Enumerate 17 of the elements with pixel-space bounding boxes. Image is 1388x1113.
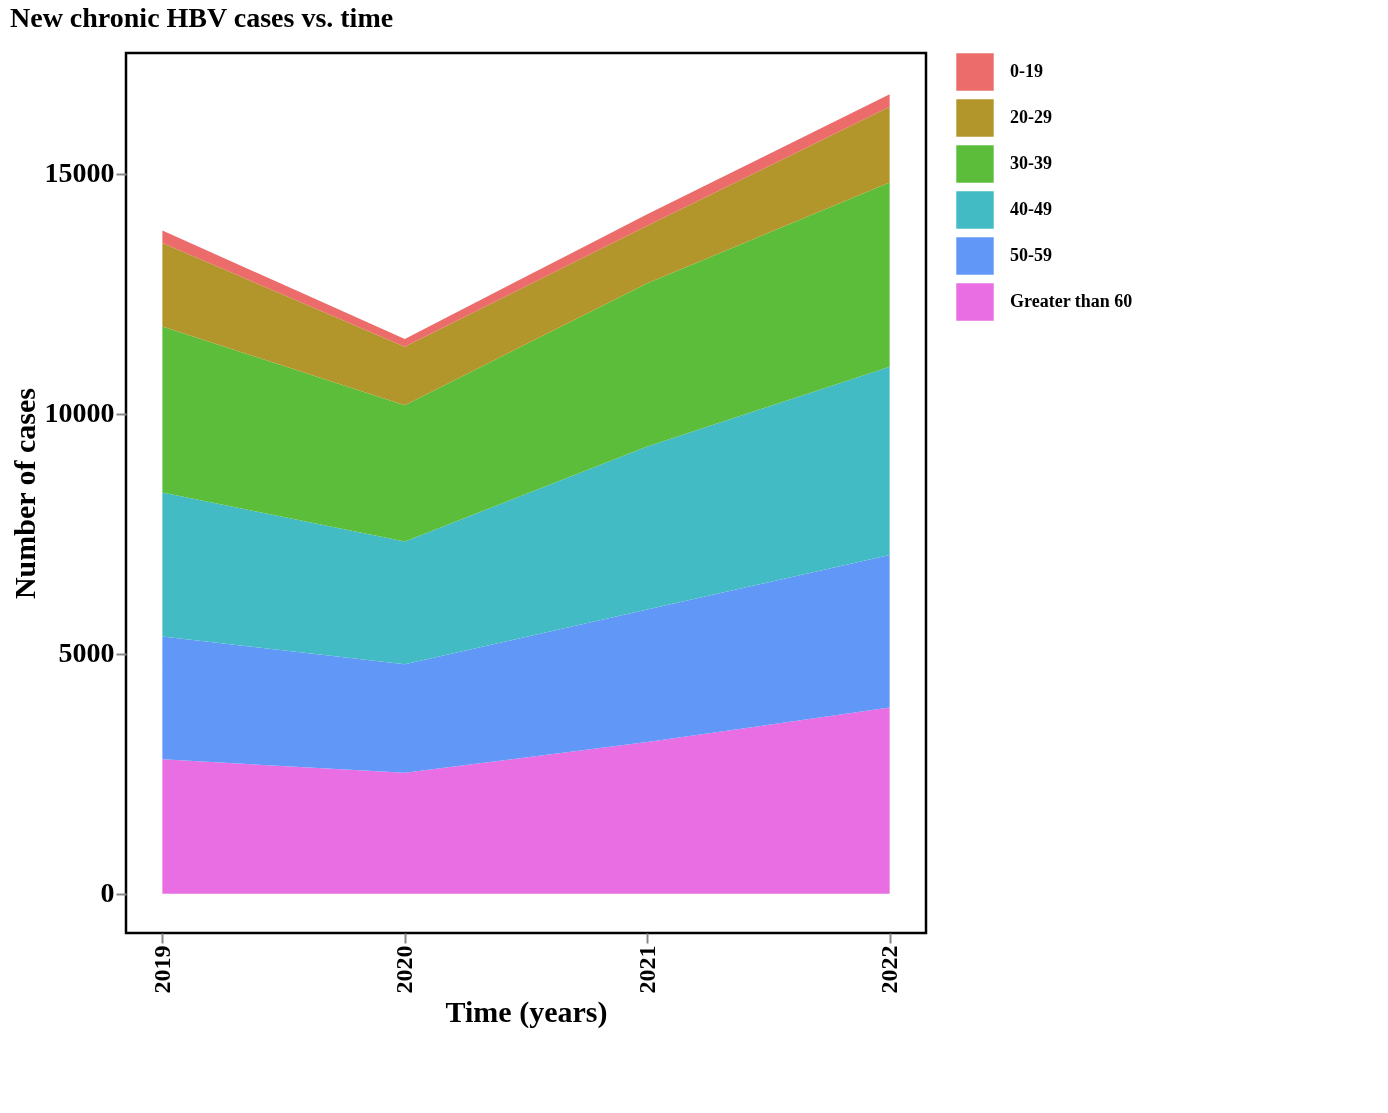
y-axis-title: Number of cases bbox=[7, 387, 41, 600]
y-tick-label: 5000 bbox=[58, 637, 115, 669]
legend-label: 30-39 bbox=[1010, 153, 1052, 173]
x-tick-label: 2021 bbox=[633, 945, 660, 994]
y-tick-label: 10000 bbox=[44, 397, 115, 429]
x-axis-title: Time (years) bbox=[445, 994, 608, 1029]
x-tick-label: 2022 bbox=[876, 945, 903, 994]
legend-label: 40-49 bbox=[1010, 199, 1052, 219]
legend-label: 0-19 bbox=[1010, 61, 1043, 81]
y-tick-label: 0 bbox=[100, 877, 115, 909]
x-tick-label: 2020 bbox=[391, 945, 418, 994]
legend-label: 20-29 bbox=[1010, 107, 1052, 127]
legend-label: Greater than 60 bbox=[1010, 291, 1133, 311]
y-tick-label: 15000 bbox=[44, 157, 115, 189]
chart-title: New chronic HBV cases vs. time bbox=[10, 2, 394, 33]
x-tick-label: 2019 bbox=[148, 945, 175, 994]
legend-label: 50-59 bbox=[1010, 245, 1052, 265]
